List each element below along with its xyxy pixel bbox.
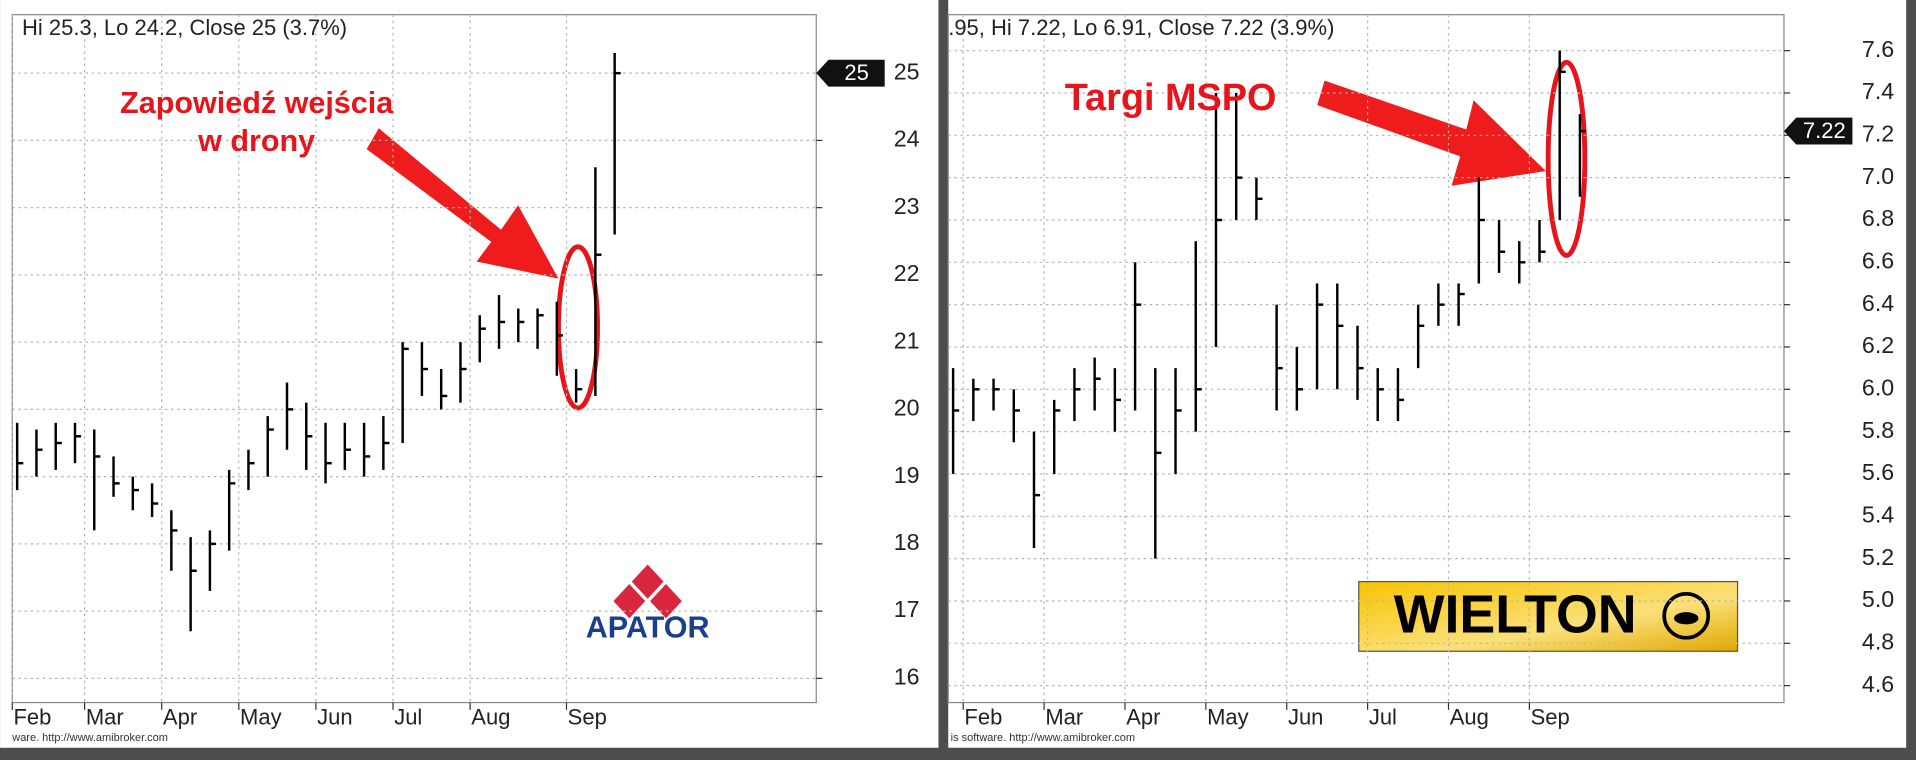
y-tick-label: 17 bbox=[894, 596, 920, 622]
y-tick-label: 4.8 bbox=[1862, 628, 1894, 654]
y-tick-label: 7.0 bbox=[1862, 163, 1894, 189]
y-tick-label: 5.4 bbox=[1862, 501, 1894, 527]
annotation: Targi MSPO bbox=[1065, 77, 1277, 119]
y-tick-label: 6.6 bbox=[1862, 247, 1894, 273]
price-tag-label: 7.22 bbox=[1803, 118, 1846, 143]
y-tick-label: 23 bbox=[894, 193, 920, 219]
x-tick-label: Sep bbox=[568, 704, 607, 729]
x-tick-label: Feb bbox=[964, 704, 1002, 729]
y-tick-label: 6.0 bbox=[1862, 374, 1894, 400]
y-tick-label: 24 bbox=[894, 126, 920, 152]
x-tick-label: Jul bbox=[1369, 704, 1397, 729]
footer: ware. http://www.amibroker.com bbox=[11, 732, 168, 744]
logo-box bbox=[1358, 580, 1739, 652]
annotation: Zapowiedź wejścia bbox=[120, 86, 394, 120]
y-tick-label: 5.0 bbox=[1862, 586, 1894, 612]
y-tick-label: 5.6 bbox=[1862, 459, 1894, 485]
y-tick-label: 19 bbox=[894, 462, 920, 488]
y-tick-label: 7.4 bbox=[1862, 78, 1894, 104]
price-tag bbox=[1783, 117, 1853, 145]
price-tag bbox=[816, 59, 885, 87]
x-tick-label: Sep bbox=[1531, 704, 1570, 729]
y-tick-label: 5.2 bbox=[1862, 544, 1894, 570]
x-tick-label: Feb bbox=[13, 704, 51, 729]
highlight-ellipse bbox=[1545, 59, 1588, 258]
y-tick-label: 6.4 bbox=[1862, 290, 1894, 316]
x-tick-label: May bbox=[240, 704, 282, 729]
y-tick-label: 18 bbox=[894, 529, 920, 555]
x-tick-label: Apr bbox=[1126, 704, 1160, 729]
x-tick-label: Mar bbox=[86, 704, 124, 729]
logo-text: APATOR bbox=[586, 610, 710, 644]
highlight-ellipse bbox=[556, 244, 600, 411]
y-tick-label: 7.2 bbox=[1862, 120, 1894, 146]
header: .95, Hi 7.22, Lo 6.91, Close 7.22 (3.9%) bbox=[948, 15, 1334, 40]
y-tick-label: 4.6 bbox=[1862, 671, 1894, 697]
annotation: w drony bbox=[197, 124, 315, 158]
y-tick-label: 25 bbox=[894, 58, 920, 84]
y-tick-label: 6.2 bbox=[1862, 332, 1894, 358]
plot-frame bbox=[947, 14, 1785, 704]
logo-emblem bbox=[1674, 612, 1699, 625]
y-tick-label: 22 bbox=[894, 260, 920, 286]
price-tag-label: 25 bbox=[844, 60, 868, 85]
y-tick-label: 16 bbox=[894, 663, 920, 689]
logo-text: WIELTON bbox=[1394, 584, 1637, 644]
header: Hi 25.3, Lo 24.2, Close 25 (3.7%) bbox=[22, 15, 347, 40]
x-tick-label: Mar bbox=[1045, 704, 1083, 729]
y-tick-label: 5.8 bbox=[1862, 417, 1894, 443]
y-tick-label: 6.8 bbox=[1862, 205, 1894, 231]
x-tick-label: Jun bbox=[1288, 704, 1323, 729]
logo-emblem bbox=[1662, 591, 1711, 640]
panel bbox=[0, 0, 939, 748]
footer: is software. http://www.amibroker.com bbox=[951, 732, 1135, 744]
y-tick-label: 21 bbox=[894, 327, 920, 353]
x-tick-label: Jul bbox=[394, 704, 422, 729]
x-tick-label: Aug bbox=[471, 704, 510, 729]
arrow bbox=[366, 80, 1546, 279]
x-tick-label: May bbox=[1207, 704, 1249, 729]
x-tick-label: Aug bbox=[1450, 704, 1489, 729]
y-tick-label: 7.6 bbox=[1862, 36, 1894, 62]
y-tick-label: 20 bbox=[894, 395, 920, 421]
x-tick-label: Apr bbox=[163, 704, 197, 729]
x-tick-label: Jun bbox=[317, 704, 352, 729]
